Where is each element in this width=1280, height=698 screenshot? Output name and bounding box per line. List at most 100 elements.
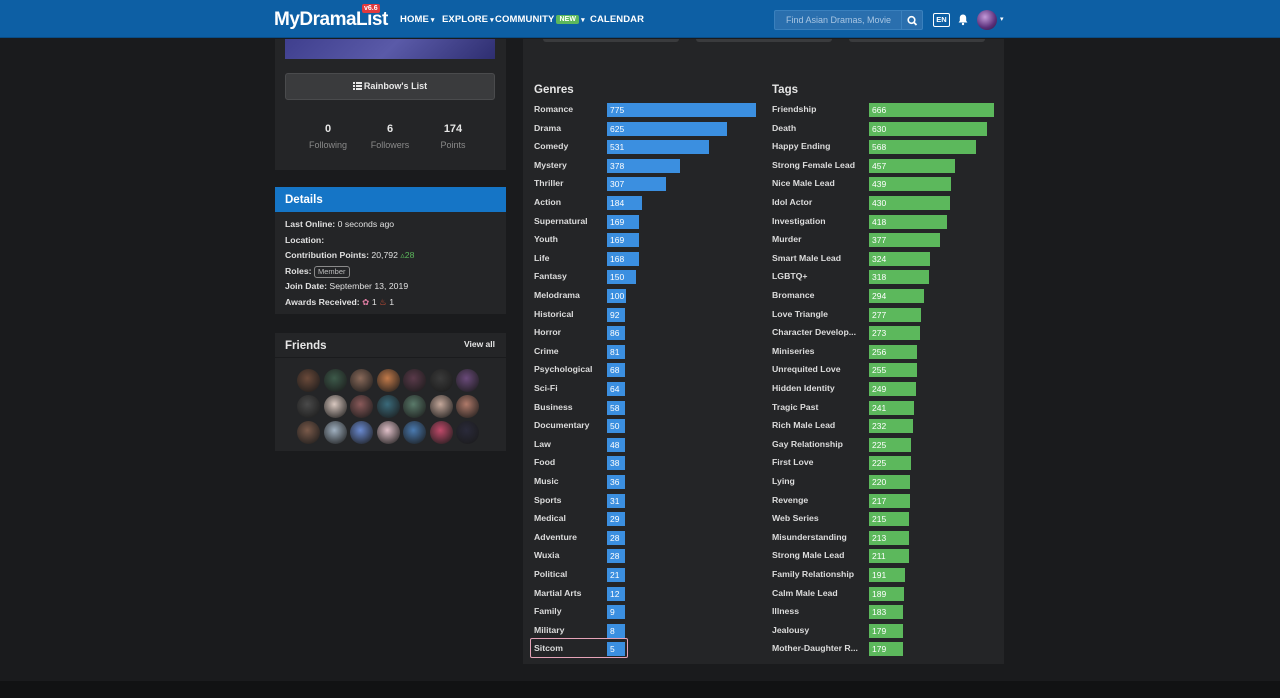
tags-bar[interactable]: 418 xyxy=(869,214,948,229)
genres-bar[interactable]: 92 xyxy=(607,307,625,322)
genres-bar[interactable]: 36 xyxy=(607,475,625,489)
tags-label[interactable]: Death xyxy=(772,122,797,133)
tags-bar[interactable]: 255 xyxy=(869,363,917,378)
tags-label[interactable]: Strong Female Lead xyxy=(772,159,856,170)
genres-label[interactable]: Mystery xyxy=(534,159,567,170)
genres-bar[interactable]: 50 xyxy=(607,419,625,434)
tags-label[interactable]: LGBTQ+ xyxy=(772,271,808,282)
tags-bar[interactable]: 211 xyxy=(869,549,909,564)
friend-avatar[interactable] xyxy=(350,369,373,392)
friend-avatar[interactable] xyxy=(350,395,373,418)
tags-bar[interactable]: 256 xyxy=(869,344,918,359)
tags-bar[interactable]: 215 xyxy=(869,512,910,527)
genres-label[interactable]: Medical xyxy=(534,513,566,524)
tags-bar[interactable]: 294 xyxy=(869,289,925,303)
genres-bar[interactable]: 378 xyxy=(607,158,680,173)
search-input[interactable]: Find Asian Dramas, Movie xyxy=(774,10,902,30)
tags-bar[interactable]: 225 xyxy=(869,456,912,471)
tags-label[interactable]: Bromance xyxy=(772,290,815,300)
tags-bar[interactable]: 457 xyxy=(869,158,955,173)
tags-label[interactable]: Gay Relationship xyxy=(772,438,843,449)
tags-label[interactable]: Jealousy xyxy=(772,624,810,635)
language-button[interactable]: EN xyxy=(933,13,950,27)
friend-avatar[interactable] xyxy=(323,395,347,418)
tab-stub-2[interactable] xyxy=(696,39,832,42)
user-avatar[interactable] xyxy=(977,10,997,30)
tags-label[interactable]: Friendship xyxy=(772,104,817,114)
friend-avatar[interactable] xyxy=(403,369,426,392)
genres-label[interactable]: Supernatural xyxy=(534,215,588,226)
genres-bar[interactable]: 86 xyxy=(607,326,625,341)
tags-label[interactable]: Idol Actor xyxy=(772,197,813,207)
genres-bar[interactable]: 8 xyxy=(607,623,625,638)
chevron-down-icon[interactable]: ▾ xyxy=(1000,16,1004,23)
tags-bar[interactable]: 225 xyxy=(869,437,912,452)
genres-bar[interactable]: 184 xyxy=(607,196,643,210)
tags-label[interactable]: First Love xyxy=(772,457,814,468)
genres-bar[interactable]: 12 xyxy=(607,586,625,601)
genres-label[interactable]: Political xyxy=(534,569,568,579)
tags-bar[interactable]: 318 xyxy=(869,270,929,285)
tags-bar[interactable]: 189 xyxy=(869,586,905,601)
friend-avatar[interactable] xyxy=(403,421,426,444)
genres-label[interactable]: Food xyxy=(534,457,556,468)
genres-bar[interactable]: 38 xyxy=(607,456,625,471)
genres-label[interactable]: Military xyxy=(534,624,565,635)
genres-label[interactable]: Sports xyxy=(534,494,562,505)
friend-avatar[interactable] xyxy=(297,369,320,392)
tags-label[interactable]: Miniseries xyxy=(772,345,815,356)
tags-label[interactable]: Tragic Past xyxy=(772,401,819,412)
tags-bar[interactable]: 220 xyxy=(869,475,911,489)
genres-label[interactable]: Psychological xyxy=(534,364,593,375)
genres-label[interactable]: Drama xyxy=(534,122,562,133)
tab-stub-3[interactable] xyxy=(849,39,985,42)
nav-explore[interactable]: EXPLORE ▾ xyxy=(442,14,494,25)
tags-bar[interactable]: 232 xyxy=(869,419,913,434)
tags-label[interactable]: Misunderstanding xyxy=(772,531,847,542)
genres-bar[interactable]: 81 xyxy=(607,344,625,359)
genres-label[interactable]: Romance xyxy=(534,104,574,114)
tags-label[interactable]: Family Relationship xyxy=(772,569,855,579)
tags-bar[interactable]: 241 xyxy=(869,400,915,415)
genres-label[interactable]: Life xyxy=(534,252,550,263)
genres-label[interactable]: Music xyxy=(534,476,559,486)
tags-label[interactable]: Murder xyxy=(772,234,802,245)
genres-label[interactable]: Thriller xyxy=(534,178,564,189)
tags-bar[interactable]: 213 xyxy=(869,530,909,545)
genres-bar[interactable]: 5 xyxy=(607,642,625,657)
genres-bar[interactable]: 168 xyxy=(607,251,640,266)
tags-label[interactable]: Lying xyxy=(772,476,795,486)
tags-label[interactable]: Smart Male Lead xyxy=(772,252,842,263)
genres-label[interactable]: Business xyxy=(534,401,573,412)
genres-bar[interactable]: 531 xyxy=(607,140,710,155)
tags-label[interactable]: Love Triangle xyxy=(772,308,829,319)
genres-bar[interactable]: 48 xyxy=(607,437,625,452)
genres-label[interactable]: Crime xyxy=(534,345,559,356)
tags-label[interactable]: Happy Ending xyxy=(772,141,831,152)
genres-bar[interactable]: 68 xyxy=(607,363,625,378)
genres-bar[interactable]: 775 xyxy=(607,103,756,117)
tags-label[interactable]: Investigation xyxy=(772,215,826,226)
genres-bar[interactable]: 169 xyxy=(607,233,640,248)
genres-label[interactable]: Adventure xyxy=(534,531,577,542)
tags-bar[interactable]: 179 xyxy=(869,642,903,657)
genres-bar[interactable]: 9 xyxy=(607,605,625,620)
genres-bar[interactable]: 58 xyxy=(607,400,625,415)
friend-avatar[interactable] xyxy=(297,421,320,444)
friend-avatar[interactable] xyxy=(376,395,400,418)
tags-bar[interactable]: 179 xyxy=(869,623,903,638)
tags-label[interactable]: Calm Male Lead xyxy=(772,587,838,598)
stat-followers[interactable]: 6 Followers xyxy=(370,123,410,150)
tags-bar[interactable]: 217 xyxy=(869,493,910,508)
genres-bar[interactable]: 29 xyxy=(607,512,625,527)
genres-bar[interactable]: 169 xyxy=(607,214,640,229)
user-list-button[interactable]: Rainbow's List xyxy=(285,73,495,100)
genres-bar[interactable]: 625 xyxy=(607,121,728,136)
friend-avatar[interactable] xyxy=(376,421,400,444)
search-button[interactable] xyxy=(902,10,923,30)
tags-label[interactable]: Rich Male Lead xyxy=(772,420,836,431)
tags-bar[interactable]: 249 xyxy=(869,382,916,396)
friend-avatar[interactable] xyxy=(323,369,347,392)
tags-label[interactable]: Unrequited Love xyxy=(772,364,841,375)
genres-bar[interactable]: 28 xyxy=(607,530,625,545)
